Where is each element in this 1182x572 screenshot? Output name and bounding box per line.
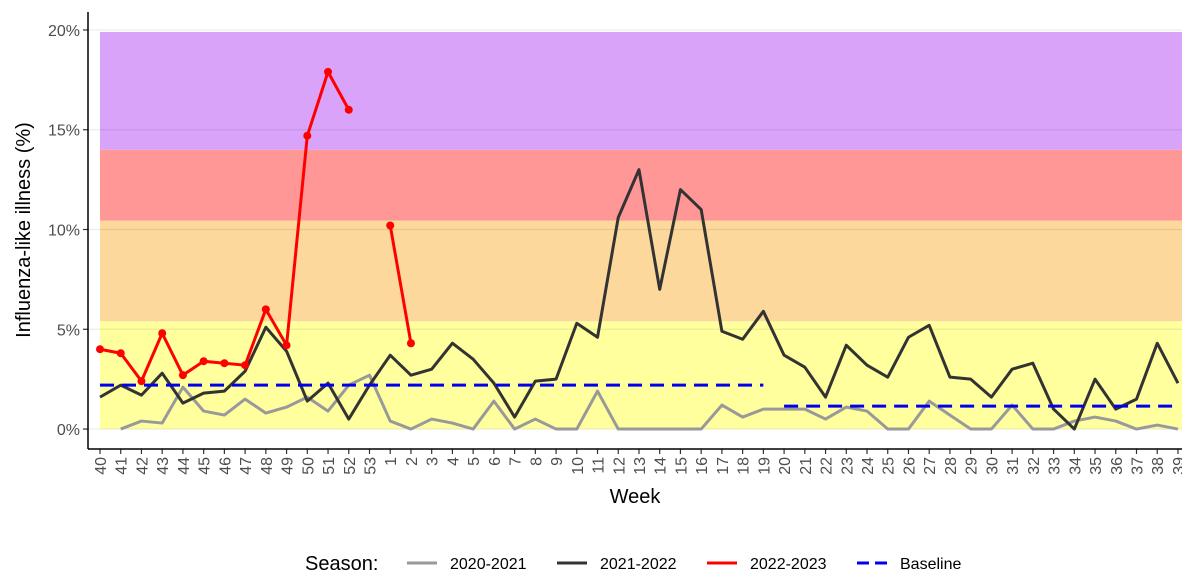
legend-label: 2021-2022	[600, 556, 677, 572]
x-tick-label: 2	[404, 457, 421, 466]
x-tick-label: 48	[259, 457, 276, 475]
point	[282, 341, 291, 350]
point	[116, 349, 125, 358]
x-tick-label: 5	[466, 457, 483, 466]
legend-label: Baseline	[900, 556, 961, 572]
x-tick-label: 38	[1150, 457, 1167, 475]
x-tick-label: 12	[611, 457, 628, 475]
legend-label: 2020-2021	[450, 556, 527, 572]
x-tick-label: 24	[860, 457, 877, 475]
x-tick-label: 51	[321, 457, 338, 475]
x-tick-label: 29	[964, 457, 981, 475]
x-tick-label: 9	[549, 457, 566, 466]
x-tick-label: 39	[1171, 457, 1182, 475]
x-tick-label: 25	[881, 457, 898, 475]
bands	[100, 31, 1182, 430]
point	[199, 357, 208, 366]
x-tick-label: 47	[238, 457, 255, 475]
x-tick-label: 46	[217, 457, 234, 475]
series-line	[388, 225, 413, 344]
point	[137, 377, 146, 386]
x-tick-label: 18	[736, 457, 753, 475]
y-tick-label: 15%	[48, 123, 80, 140]
x-tick-label: 32	[1026, 457, 1043, 475]
x-tick-label: 31	[1005, 457, 1022, 475]
x-tick-label: 10	[570, 457, 587, 475]
lines	[96, 67, 1180, 431]
x-tick-label: 14	[653, 457, 670, 475]
band	[100, 220, 1182, 322]
x-tick-label: 53	[362, 457, 379, 475]
x-tick-label: 16	[694, 457, 711, 475]
x-tick-label: 17	[715, 457, 732, 475]
x-axis-title: Week	[610, 486, 662, 508]
x-tick-label: 49	[280, 457, 297, 475]
x-tick-label: 8	[528, 457, 545, 466]
x-tick-label: 43	[155, 457, 172, 475]
x-tick-label: 13	[632, 457, 649, 475]
point	[344, 105, 353, 114]
x-tick-label: 36	[1109, 457, 1126, 475]
x-tick-label: 1	[383, 457, 400, 466]
x-tick-label: 19	[756, 457, 773, 475]
x-tick-label: 52	[342, 457, 359, 475]
x-tick-label: 33	[1047, 457, 1064, 475]
point	[324, 67, 333, 76]
x-tick-label: 11	[591, 457, 608, 474]
x-tick-label: 3	[425, 457, 442, 466]
x-tick-label: 21	[798, 457, 815, 475]
point	[220, 359, 229, 368]
point	[241, 361, 250, 370]
y-tick-label: 0%	[57, 422, 80, 439]
x-tick-label: 50	[300, 457, 317, 475]
legend: Season: 2020-2021 2021-2022 2022-2023 Baseli…	[305, 553, 961, 572]
x-tick-label: 30	[984, 457, 1001, 475]
series-line	[99, 168, 1180, 431]
point	[178, 371, 187, 380]
x-tick-label: 42	[134, 457, 151, 475]
band	[100, 31, 1182, 150]
x-tick-label: 23	[839, 457, 856, 475]
y-tick-label: 20%	[48, 23, 80, 40]
x-tick-label: 40	[93, 457, 110, 475]
y-tick-label: 5%	[57, 322, 80, 339]
point	[406, 339, 415, 348]
x-tick-label: 41	[114, 457, 131, 475]
axes: 0%5%10%15%20%40 41 42 43 44 45 46 47 48 49 50 51 52 5…	[48, 12, 1182, 475]
band	[100, 321, 1182, 430]
x-tick-label: 15	[673, 457, 690, 475]
point	[96, 345, 104, 354]
x-tick-label: 26	[901, 457, 918, 475]
point	[386, 221, 395, 230]
series-line	[120, 373, 1179, 431]
x-tick-label: 27	[922, 457, 939, 475]
x-tick-label: 4	[445, 457, 462, 466]
y-tick-label: 10%	[48, 223, 80, 240]
x-tick-label: 34	[1067, 457, 1084, 475]
x-tick-label: 44	[176, 457, 193, 475]
x-tick-label: 35	[1088, 457, 1105, 475]
point	[303, 131, 312, 140]
legend-title: Season:	[305, 553, 378, 572]
x-tick-label: 20	[777, 457, 794, 475]
point	[158, 329, 167, 338]
y-axis-title: Influenza-like illness (%)	[13, 122, 35, 338]
x-tick-label: 45	[197, 457, 214, 475]
x-tick-label: 22	[819, 457, 836, 475]
legend-label: 2022-2023	[750, 556, 827, 572]
point	[261, 305, 270, 314]
x-tick-label: 7	[508, 457, 525, 466]
x-tick-label: 6	[487, 457, 504, 466]
x-tick-label: 37	[1130, 457, 1147, 475]
x-tick-label: 28	[943, 457, 960, 475]
